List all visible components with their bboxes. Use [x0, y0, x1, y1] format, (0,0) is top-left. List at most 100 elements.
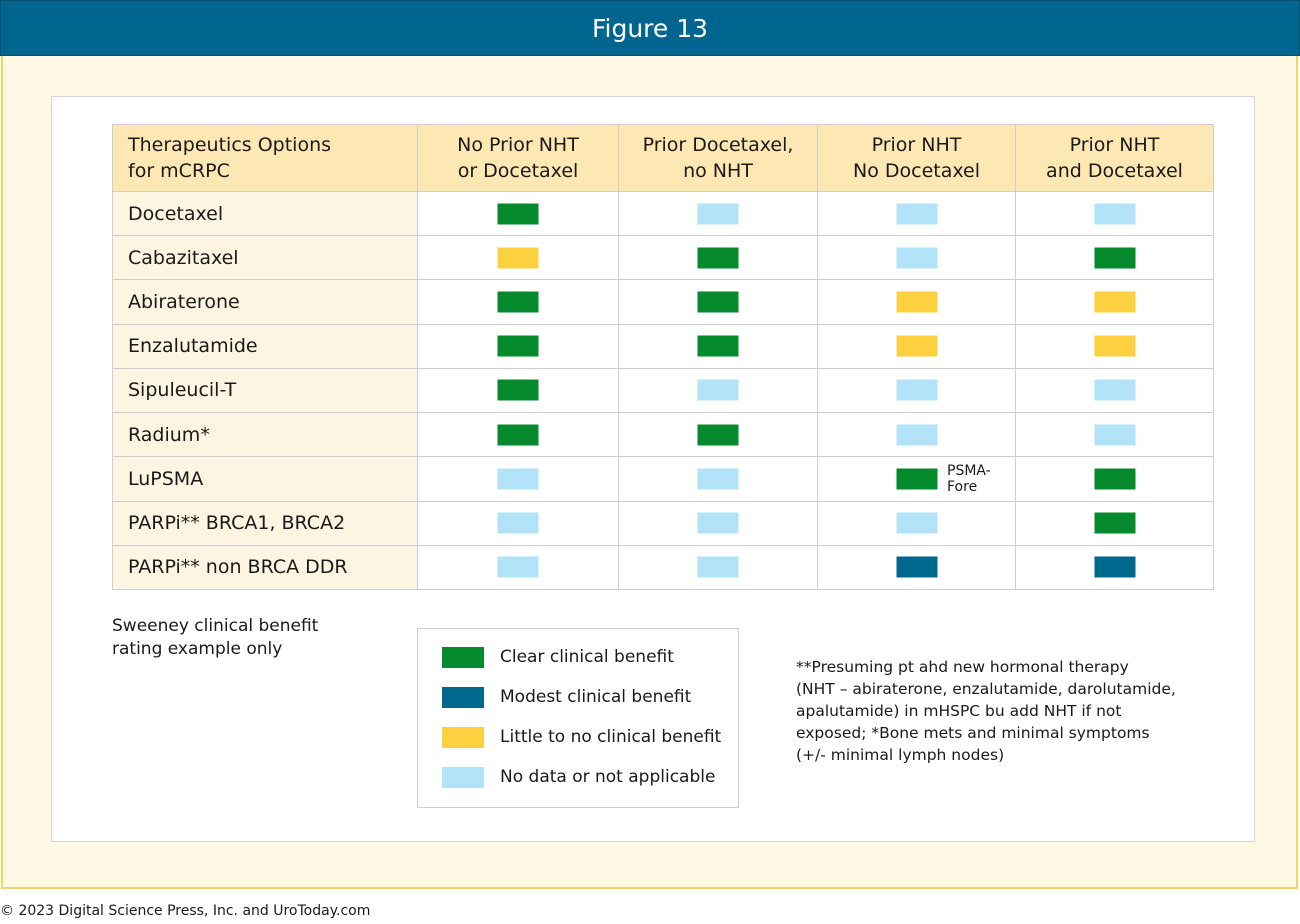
- rating-swatch-clear: [697, 247, 739, 269]
- rating-cell: [1015, 412, 1214, 458]
- legend-swatch-little: [442, 726, 484, 748]
- rating-swatch-modest: [1094, 556, 1135, 578]
- rating-cell: [1015, 235, 1214, 281]
- table-row: Docetaxel: [112, 190, 1214, 237]
- rating-cell: [417, 412, 619, 458]
- rating-cell: [417, 544, 619, 591]
- rating-swatch-little: [1094, 335, 1135, 357]
- header-prior-docetaxel-no-nht: Prior Docetaxel, no NHT: [618, 124, 818, 192]
- figure-title: Figure 13: [591, 13, 709, 43]
- rating-swatch-clear: [497, 424, 539, 446]
- rating-swatch-clear: [1094, 247, 1135, 269]
- legend-label: No data or not applicable: [500, 767, 716, 787]
- header-line: or Docetaxel: [457, 160, 579, 182]
- rating-swatch-clear: [497, 291, 539, 313]
- therapy-label: LuPSMA: [112, 456, 418, 502]
- rating-swatch-nodata: [896, 512, 937, 534]
- therapy-label: Abiraterone: [112, 279, 418, 325]
- rating-swatch-clear: [697, 424, 739, 446]
- rating-swatch-clear: [497, 335, 539, 357]
- legend-box: Clear clinical benefit Modest clinical be…: [417, 628, 739, 808]
- cell-note-line: Fore: [947, 478, 978, 495]
- rating-swatch-nodata: [497, 512, 539, 534]
- rating-cell: [618, 412, 818, 458]
- rating-cell: [618, 367, 818, 414]
- sweeney-caption: Sweeney clinical benefit rating example …: [112, 615, 318, 661]
- rating-cell: [618, 544, 818, 591]
- table-row: Radium*: [112, 412, 1214, 458]
- therapy-label: PARPi** BRCA1, BRCA2: [112, 500, 418, 546]
- rating-swatch-clear: [497, 379, 539, 401]
- table-row: Cabazitaxel: [112, 235, 1214, 281]
- rating-swatch-little: [896, 335, 937, 357]
- therapy-label: Enzalutamide: [112, 323, 418, 369]
- rating-cell: [1015, 190, 1214, 237]
- header-line: and Docetaxel: [1046, 160, 1183, 182]
- rating-swatch-nodata: [1094, 424, 1135, 446]
- legend-item: Little to no clinical benefit: [442, 726, 721, 748]
- header-therapeutics-options: Therapeutics Options for mCRPC: [112, 124, 418, 192]
- rating-swatch-nodata: [1094, 379, 1135, 401]
- header-line: for mCRPC: [128, 160, 230, 182]
- table-row: PARPi** non BRCA DDR: [112, 544, 1214, 591]
- rating-cell: [1015, 367, 1214, 414]
- rating-cell: [417, 500, 619, 546]
- rating-swatch-nodata: [697, 556, 739, 578]
- rating-cell: [817, 544, 1016, 591]
- footnote-line: exposed; *Bone mets and minimal symptoms: [796, 724, 1150, 742]
- therapy-label: Cabazitaxel: [112, 235, 418, 281]
- legend-swatch-clear: [442, 646, 484, 668]
- legend-item: Modest clinical benefit: [442, 686, 691, 708]
- rating-swatch-nodata: [896, 247, 937, 269]
- rating-cell: [1015, 456, 1214, 502]
- rating-cell: [417, 279, 619, 325]
- rating-cell: [817, 367, 1016, 414]
- footnote-line: (+/- minimal lymph nodes): [796, 746, 1005, 764]
- rating-swatch-clear: [697, 335, 739, 357]
- rating-swatch-nodata: [896, 379, 937, 401]
- header-line: Prior Docetaxel,: [642, 134, 794, 156]
- rating-swatch-nodata: [697, 203, 739, 225]
- legend-label: Modest clinical benefit: [500, 687, 692, 707]
- rating-cell: [817, 323, 1016, 369]
- rating-cell: [817, 235, 1016, 281]
- rating-cell: [817, 279, 1016, 325]
- rating-swatch-nodata: [1094, 203, 1135, 225]
- rating-cell: [817, 500, 1016, 546]
- footnote-line: **Presuming pt ahd new hormonal therapy: [796, 658, 1129, 676]
- rating-swatch-nodata: [896, 203, 937, 225]
- rating-cell: [817, 190, 1016, 237]
- table-row: LuPSMA PSMA- Fore: [112, 456, 1214, 502]
- figure-title-bar: Figure 13: [0, 0, 1300, 56]
- table-row: Abiraterone: [112, 279, 1214, 325]
- rating-swatch-little: [1094, 291, 1135, 313]
- rating-swatch-clear: [1094, 468, 1135, 490]
- rating-swatch-little: [497, 247, 539, 269]
- rating-swatch-clear: [1094, 512, 1135, 534]
- rating-swatch-nodata: [697, 512, 739, 534]
- table-row: PARPi** BRCA1, BRCA2: [112, 500, 1214, 546]
- legend-label: Clear clinical benefit: [500, 647, 674, 667]
- rating-cell: [618, 500, 818, 546]
- rating-cell: [618, 279, 818, 325]
- header-line: No Prior NHT: [457, 134, 579, 156]
- rating-swatch-modest: [896, 556, 937, 578]
- rating-cell: PSMA- Fore: [817, 456, 1016, 502]
- sweeney-caption-line: rating example only: [112, 639, 283, 659]
- cell-note-line: PSMA-: [947, 462, 991, 479]
- therapy-label: Sipuleucil-T: [112, 367, 418, 414]
- legend-swatch-nodata: [442, 766, 484, 788]
- header-line: Prior NHT: [1069, 134, 1160, 156]
- footnote-line: (NHT – abiraterone, enzalutamide, darolu…: [796, 680, 1176, 698]
- rating-cell: [1015, 500, 1214, 546]
- rating-swatch-nodata: [497, 468, 539, 490]
- header-line: Prior NHT: [871, 134, 962, 156]
- sweeney-caption-line: Sweeney clinical benefit: [112, 616, 319, 636]
- rating-swatch-nodata: [896, 424, 937, 446]
- rating-swatch-clear: [896, 468, 937, 490]
- rating-cell: [817, 412, 1016, 458]
- rating-cell: [1015, 279, 1214, 325]
- therapy-label: Radium*: [112, 412, 418, 458]
- header-line: Therapeutics Options: [128, 134, 332, 156]
- table-row: Enzalutamide: [112, 323, 1214, 369]
